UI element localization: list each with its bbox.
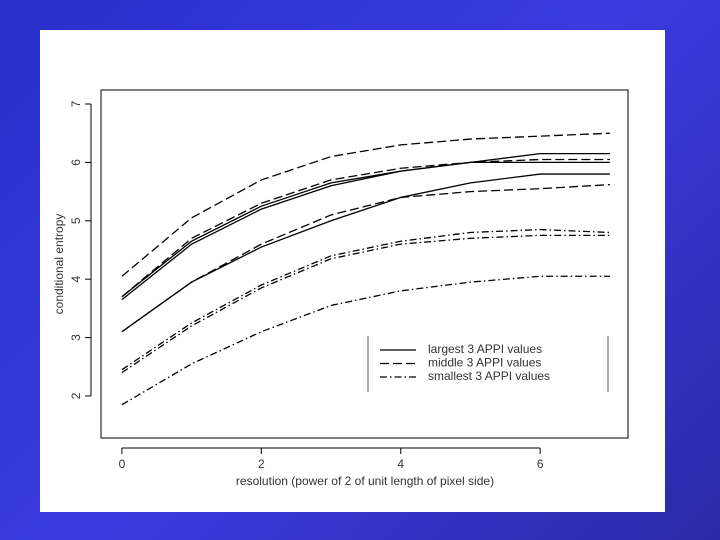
legend-label: largest 3 APPI values — [428, 342, 542, 356]
y-tick-label: 3 — [69, 334, 83, 341]
y-tick-label: 7 — [69, 100, 83, 107]
x-tick-label: 6 — [537, 457, 544, 471]
data-line — [121, 228, 610, 371]
x-tick-label: 4 — [397, 457, 404, 471]
x-axis-label: resolution (power of 2 of unit length of… — [236, 474, 494, 488]
legend-label: smallest 3 APPI values — [428, 369, 550, 383]
panel — [40, 30, 665, 512]
data-line — [121, 132, 610, 277]
data-line — [121, 158, 610, 298]
y-tick-label: 5 — [69, 217, 83, 224]
legend-label: middle 3 APPI values — [428, 356, 541, 370]
data-line — [121, 161, 610, 301]
x-tick-label: 0 — [119, 457, 126, 471]
data-line — [121, 234, 610, 374]
plot-frame — [100, 89, 629, 439]
data-line — [121, 183, 610, 333]
y-axis-label: conditional entropy — [52, 214, 66, 315]
y-tick-label: 4 — [69, 276, 83, 283]
y-tick-label: 6 — [69, 159, 83, 166]
y-tick-label: 2 — [69, 392, 83, 399]
x-tick-label: 2 — [258, 457, 265, 471]
data-line — [121, 275, 610, 406]
data-line — [121, 152, 610, 298]
